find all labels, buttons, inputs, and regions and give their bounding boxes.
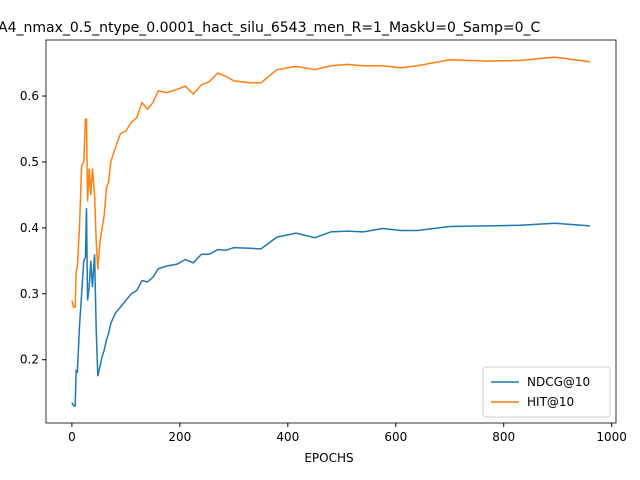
y-tick-label: 0.2 [20,353,39,367]
x-tick-label: 200 [168,430,191,444]
y-tick-label: 0.5 [20,155,39,169]
chart-title: A4_nmax_0.5_ntype_0.0001_hact_silu_6543_… [0,20,541,36]
line-series [71,208,591,407]
line-series [71,56,591,308]
legend-label: NDCG@10 [527,375,590,389]
x-tick-label: 1000 [596,430,627,444]
axes-frame [45,39,617,424]
x-tick-label: 0 [68,430,76,444]
x-axis-label: EPOCHS [304,451,353,465]
y-tick-label: 0.6 [20,89,39,103]
x-tick-label: 600 [384,430,407,444]
x-tick-label: 400 [276,430,299,444]
legend-box [482,366,611,418]
y-tick-label: 0.4 [20,221,39,235]
legend: NDCG@10 HIT@10 [482,366,611,418]
legend-label: HIT@10 [527,395,574,409]
x-tick-label: 800 [492,430,515,444]
y-tick-label: 0.3 [20,287,39,301]
